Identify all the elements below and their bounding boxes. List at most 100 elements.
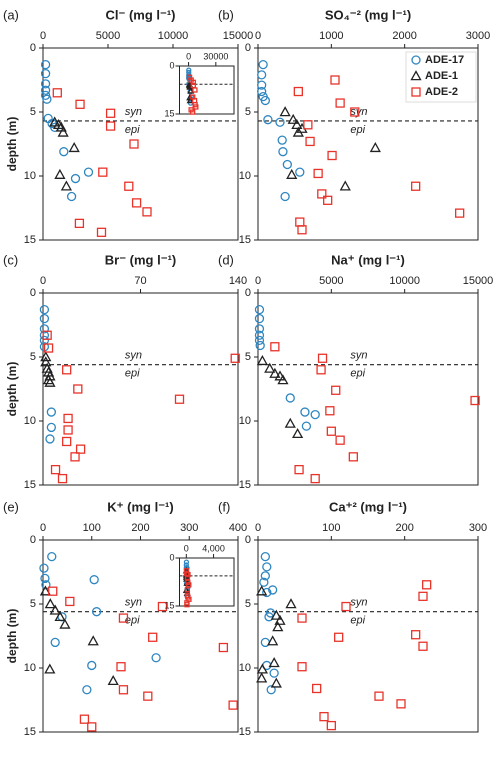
legend-label: ADE-2 (425, 86, 458, 98)
point (369, 142, 381, 153)
point (422, 580, 432, 590)
legend-label: ADE-17 (425, 54, 464, 66)
point (411, 181, 421, 191)
point (335, 98, 345, 108)
point (186, 596, 192, 602)
point (257, 70, 267, 80)
point (192, 87, 198, 93)
y-tick-label: 10 (239, 415, 251, 427)
point (131, 198, 142, 208)
y-tick-label: 0 (169, 552, 174, 562)
point (455, 208, 465, 218)
point (268, 585, 278, 595)
point (266, 685, 276, 695)
point (105, 121, 116, 131)
point (70, 452, 80, 462)
point (96, 227, 107, 237)
point (303, 120, 313, 130)
point (50, 464, 61, 475)
panel-label: (b) (218, 7, 234, 22)
y-axis-label: depth (m) (5, 117, 19, 172)
point (287, 113, 299, 124)
point (87, 660, 97, 671)
point (254, 324, 265, 334)
point (44, 598, 56, 609)
point (193, 104, 199, 110)
point (118, 685, 129, 695)
annotation: syn (125, 597, 142, 609)
point (260, 551, 270, 562)
point (270, 342, 280, 352)
point (184, 574, 191, 581)
point (256, 672, 268, 683)
point (75, 444, 86, 454)
point (310, 409, 320, 420)
point (297, 225, 307, 235)
y-tick-label: 10 (239, 662, 251, 674)
panel-label: (f) (218, 499, 230, 514)
x-tick-label: 400 (229, 522, 247, 534)
point (316, 365, 326, 375)
x-tick-label: 0 (255, 522, 261, 534)
point (258, 59, 268, 70)
point (40, 90, 51, 101)
panel-label: (d) (218, 252, 234, 267)
point (300, 407, 310, 417)
x-tick-label: 1000 (319, 30, 343, 42)
point (42, 94, 52, 104)
point (282, 159, 292, 170)
point (83, 167, 94, 177)
plot-frame (257, 292, 479, 486)
x-tick-label: 3000 (466, 30, 490, 42)
point (297, 613, 307, 623)
point (59, 618, 71, 629)
point (62, 365, 72, 375)
y-tick-label: 15 (164, 600, 174, 610)
y-tick-label: 5 (30, 598, 36, 610)
point (45, 434, 55, 444)
point (57, 473, 68, 484)
point (107, 674, 119, 686)
annotation: epi (125, 124, 140, 136)
x-tick-label: 0 (40, 30, 46, 42)
point (184, 602, 190, 608)
plot-frame (257, 539, 479, 733)
y-tick-label: 5 (245, 598, 251, 610)
annotation: syn (350, 597, 367, 609)
point (87, 635, 99, 646)
y-tick-label: 15 (24, 726, 36, 738)
chart-title: Na⁺ (mg l⁻¹) (331, 252, 405, 267)
point (254, 335, 265, 346)
point (256, 585, 268, 596)
point (275, 117, 285, 127)
point (269, 367, 281, 378)
x-tick-label: 140 (229, 275, 247, 287)
point (79, 714, 90, 724)
point (39, 563, 49, 573)
point (60, 180, 73, 191)
point (312, 683, 322, 694)
point (62, 436, 72, 447)
y-tick-label: 0 (30, 534, 36, 546)
y-tick-label: 5 (245, 106, 251, 118)
point (256, 355, 269, 366)
point (54, 610, 66, 622)
annotation: epi (350, 124, 365, 136)
y-axis-label: depth (m) (5, 609, 19, 664)
y-tick-label: 15 (239, 234, 251, 246)
point (326, 426, 336, 436)
point (270, 609, 282, 620)
x-tick-label: 200 (395, 522, 413, 534)
x-tick-label: 70 (134, 275, 146, 287)
point (257, 86, 267, 97)
point (285, 598, 297, 609)
point (68, 142, 80, 153)
point (330, 75, 340, 85)
y-tick-label: 15 (24, 479, 36, 491)
point (129, 139, 139, 149)
point (270, 677, 282, 688)
point (326, 720, 336, 731)
x-tick-label: 300 (180, 522, 198, 534)
